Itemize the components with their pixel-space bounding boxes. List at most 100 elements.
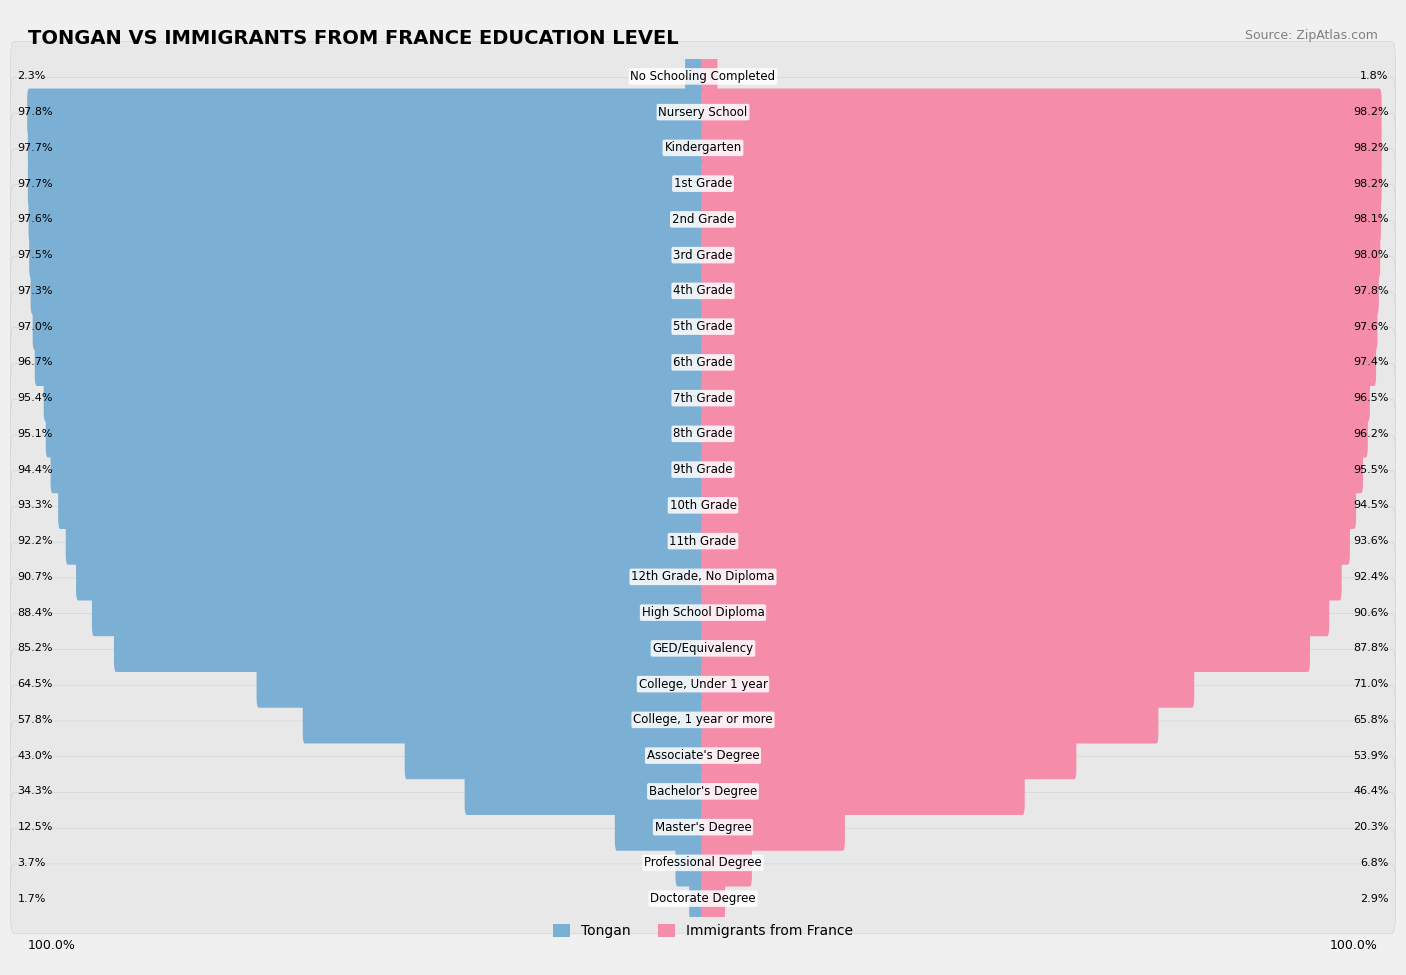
FancyBboxPatch shape xyxy=(11,292,1395,362)
Text: 95.5%: 95.5% xyxy=(1353,465,1389,475)
FancyBboxPatch shape xyxy=(11,184,1395,254)
Text: 94.4%: 94.4% xyxy=(17,465,53,475)
FancyBboxPatch shape xyxy=(614,803,704,851)
FancyBboxPatch shape xyxy=(689,875,704,922)
FancyBboxPatch shape xyxy=(46,410,704,457)
FancyBboxPatch shape xyxy=(51,446,704,493)
Text: 96.2%: 96.2% xyxy=(1353,429,1389,439)
FancyBboxPatch shape xyxy=(11,506,1395,576)
Text: 64.5%: 64.5% xyxy=(17,680,53,689)
FancyBboxPatch shape xyxy=(302,696,704,744)
Text: 97.6%: 97.6% xyxy=(17,214,53,224)
Text: 98.2%: 98.2% xyxy=(1353,107,1389,117)
Text: 7th Grade: 7th Grade xyxy=(673,392,733,405)
FancyBboxPatch shape xyxy=(702,875,725,922)
FancyBboxPatch shape xyxy=(28,124,704,172)
FancyBboxPatch shape xyxy=(702,767,1025,815)
Text: 98.0%: 98.0% xyxy=(1353,251,1389,260)
FancyBboxPatch shape xyxy=(114,625,704,672)
Text: 53.9%: 53.9% xyxy=(1353,751,1389,760)
Text: 97.7%: 97.7% xyxy=(17,143,53,153)
Text: 97.5%: 97.5% xyxy=(17,251,53,260)
FancyBboxPatch shape xyxy=(11,220,1395,290)
Text: Bachelor's Degree: Bachelor's Degree xyxy=(650,785,756,798)
Text: 34.3%: 34.3% xyxy=(17,787,53,797)
FancyBboxPatch shape xyxy=(464,767,704,815)
Text: 20.3%: 20.3% xyxy=(1353,822,1389,832)
Text: 97.0%: 97.0% xyxy=(17,322,53,332)
Text: 71.0%: 71.0% xyxy=(1353,680,1389,689)
FancyBboxPatch shape xyxy=(76,553,704,601)
FancyBboxPatch shape xyxy=(11,113,1395,182)
FancyBboxPatch shape xyxy=(11,685,1395,755)
Text: No Schooling Completed: No Schooling Completed xyxy=(630,70,776,83)
FancyBboxPatch shape xyxy=(28,160,704,208)
Text: Professional Degree: Professional Degree xyxy=(644,856,762,870)
Text: 97.3%: 97.3% xyxy=(17,286,53,295)
Text: 9th Grade: 9th Grade xyxy=(673,463,733,476)
Text: Source: ZipAtlas.com: Source: ZipAtlas.com xyxy=(1244,29,1378,42)
Text: 46.4%: 46.4% xyxy=(1353,787,1389,797)
Text: 98.1%: 98.1% xyxy=(1353,214,1389,224)
Text: Doctorate Degree: Doctorate Degree xyxy=(650,892,756,905)
Text: 97.8%: 97.8% xyxy=(1353,286,1389,295)
Text: Nursery School: Nursery School xyxy=(658,105,748,119)
Text: 92.2%: 92.2% xyxy=(17,536,53,546)
FancyBboxPatch shape xyxy=(702,124,1382,172)
Text: 98.2%: 98.2% xyxy=(1353,143,1389,153)
FancyBboxPatch shape xyxy=(58,482,704,529)
FancyBboxPatch shape xyxy=(702,803,845,851)
Text: 6.8%: 6.8% xyxy=(1360,858,1389,868)
FancyBboxPatch shape xyxy=(11,613,1395,683)
FancyBboxPatch shape xyxy=(702,160,1382,208)
FancyBboxPatch shape xyxy=(675,839,704,886)
FancyBboxPatch shape xyxy=(11,828,1395,898)
Text: 12.5%: 12.5% xyxy=(17,822,53,832)
Text: 98.2%: 98.2% xyxy=(1353,178,1389,188)
FancyBboxPatch shape xyxy=(35,338,704,386)
FancyBboxPatch shape xyxy=(702,518,1350,565)
FancyBboxPatch shape xyxy=(11,364,1395,433)
FancyBboxPatch shape xyxy=(11,649,1395,719)
Text: College, 1 year or more: College, 1 year or more xyxy=(633,714,773,726)
FancyBboxPatch shape xyxy=(11,542,1395,611)
Text: 100.0%: 100.0% xyxy=(28,939,76,953)
Text: 11th Grade: 11th Grade xyxy=(669,534,737,548)
Text: 96.7%: 96.7% xyxy=(17,358,53,368)
FancyBboxPatch shape xyxy=(702,589,1329,637)
FancyBboxPatch shape xyxy=(11,578,1395,647)
Text: 96.5%: 96.5% xyxy=(1353,393,1389,403)
Text: College, Under 1 year: College, Under 1 year xyxy=(638,678,768,690)
FancyBboxPatch shape xyxy=(11,864,1395,933)
Text: 1.8%: 1.8% xyxy=(1360,71,1389,81)
Text: 90.7%: 90.7% xyxy=(17,572,53,582)
FancyBboxPatch shape xyxy=(702,89,1382,136)
Text: 2nd Grade: 2nd Grade xyxy=(672,213,734,226)
Text: 5th Grade: 5th Grade xyxy=(673,320,733,333)
FancyBboxPatch shape xyxy=(702,374,1369,422)
FancyBboxPatch shape xyxy=(702,482,1357,529)
Text: Master's Degree: Master's Degree xyxy=(655,821,751,834)
FancyBboxPatch shape xyxy=(11,149,1395,218)
Text: 8th Grade: 8th Grade xyxy=(673,427,733,441)
Text: 2.3%: 2.3% xyxy=(17,71,46,81)
Text: Kindergarten: Kindergarten xyxy=(665,141,741,154)
Text: 93.6%: 93.6% xyxy=(1353,536,1389,546)
FancyBboxPatch shape xyxy=(702,410,1368,457)
FancyBboxPatch shape xyxy=(11,399,1395,469)
FancyBboxPatch shape xyxy=(702,53,717,100)
Text: 6th Grade: 6th Grade xyxy=(673,356,733,369)
FancyBboxPatch shape xyxy=(11,721,1395,791)
Text: 88.4%: 88.4% xyxy=(17,607,53,617)
Text: 95.4%: 95.4% xyxy=(17,393,53,403)
FancyBboxPatch shape xyxy=(702,839,752,886)
FancyBboxPatch shape xyxy=(702,696,1159,744)
FancyBboxPatch shape xyxy=(11,793,1395,862)
Text: 3.7%: 3.7% xyxy=(17,858,46,868)
FancyBboxPatch shape xyxy=(11,42,1395,111)
FancyBboxPatch shape xyxy=(702,303,1378,350)
FancyBboxPatch shape xyxy=(685,53,704,100)
Text: 87.8%: 87.8% xyxy=(1353,644,1389,653)
Text: Associate's Degree: Associate's Degree xyxy=(647,749,759,762)
Text: 85.2%: 85.2% xyxy=(17,644,53,653)
